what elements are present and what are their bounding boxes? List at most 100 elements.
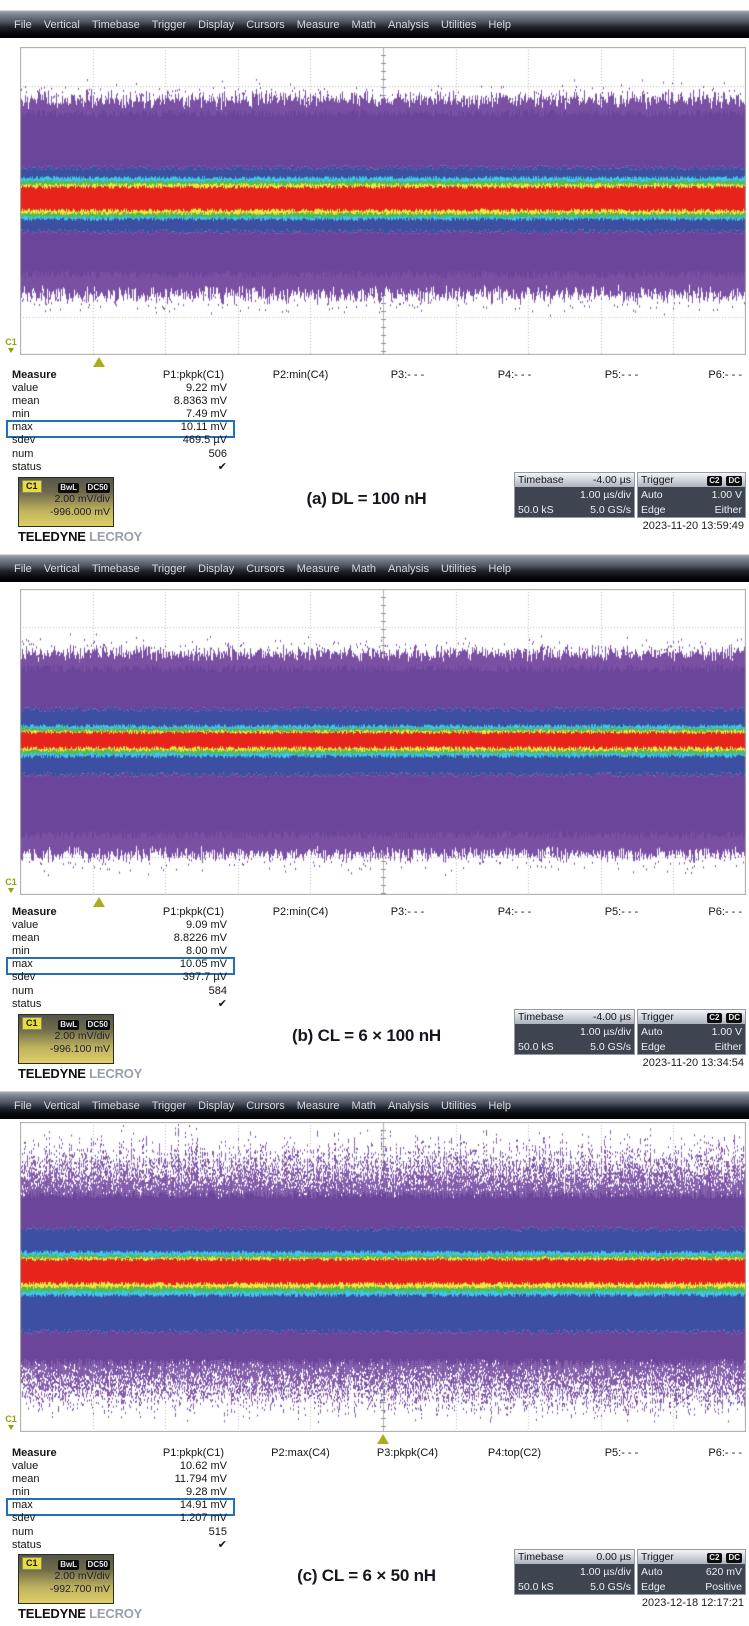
measure-value (675, 1512, 749, 1525)
down-arrow-icon (8, 1425, 14, 1430)
caption: (a) DL = 100 nH (306, 489, 427, 508)
measure-value (568, 395, 675, 408)
measure-row-sdev: sdev 397.7 µV (0, 971, 749, 984)
menu-item-math[interactable]: Math (351, 562, 376, 575)
brand-teledyne: TELEDYNE (18, 1606, 86, 1621)
channel-offset: -992.700 mV (49, 1583, 110, 1595)
measure-value (675, 1460, 749, 1473)
measure-value: 1.207 mV (179, 1512, 227, 1525)
measure-value (461, 1512, 568, 1525)
menu-item-display[interactable]: Display (198, 18, 235, 31)
menu-item-utilities[interactable]: Utilities (440, 1099, 477, 1112)
trigger-source-badge: C2 (707, 1013, 722, 1023)
coupling-badge: DC50 (85, 483, 110, 493)
menu-item-help[interactable]: Help (488, 18, 512, 31)
menu-item-file[interactable]: File (14, 562, 32, 575)
menu-item-trigger[interactable]: Trigger (151, 1099, 187, 1112)
timebase-box[interactable]: Timebase -4.00 µs 1.00 µs/div 50.0 kS 5.… (514, 472, 635, 518)
trigger-delay-marker (377, 1434, 389, 1444)
timebase-delay: -4.00 µs (592, 1011, 631, 1023)
menu-item-measure[interactable]: Measure (296, 18, 340, 31)
menu-item-analysis[interactable]: Analysis (388, 18, 429, 31)
measure-value (247, 1486, 354, 1499)
trigger-box[interactable]: Trigger C2 DC Auto 1.00 V Edge Either (637, 472, 746, 518)
measure-col-header: P3:- - - (390, 906, 425, 918)
menu-item-vertical[interactable]: Vertical (43, 1099, 80, 1112)
menu-item-trigger[interactable]: Trigger (151, 18, 187, 31)
menu-item-file[interactable]: File (14, 18, 32, 31)
menu-item-display[interactable]: Display (198, 1099, 235, 1112)
trigger-kind: Edge (641, 1040, 666, 1053)
measure-row-label: max (12, 421, 33, 434)
timebase-box[interactable]: Timebase 0.00 µs 1.00 µs/div 50.0 kS 5.0… (514, 1549, 635, 1595)
measure-value (675, 971, 749, 984)
measure-col-header: P1:pkpk(C1) (162, 906, 225, 918)
menu-item-display[interactable]: Display (198, 562, 235, 575)
measure-value: 8.8226 mV (173, 932, 227, 945)
measure-row-label: sdev (12, 971, 36, 984)
menu-item-trigger[interactable]: Trigger (151, 562, 187, 575)
measure-value (247, 945, 354, 958)
measure-row-max: max 10.05 mV (0, 957, 749, 976)
menu-item-utilities[interactable]: Utilities (440, 18, 477, 31)
menu-item-math[interactable]: Math (351, 18, 376, 31)
menu-item-analysis[interactable]: Analysis (388, 1099, 429, 1112)
channel-descriptor[interactable]: C1 BwL DC50 2.00 mV/div -992.700 mV (18, 1554, 114, 1604)
timebase-title: Timebase (518, 1551, 564, 1563)
measure-value: 506 (208, 447, 227, 460)
measure-value (568, 1499, 675, 1512)
caption: (b) CL = 6 × 100 nH (292, 1026, 441, 1045)
measure-value (354, 1526, 461, 1539)
menu-item-cursors[interactable]: Cursors (246, 1099, 285, 1112)
measure-value: 8.00 mV (186, 945, 227, 958)
measure-value (247, 448, 354, 461)
measure-value (354, 434, 461, 447)
menu-item-cursors[interactable]: Cursors (246, 562, 285, 575)
menu-item-analysis[interactable]: Analysis (388, 562, 429, 575)
measure-row-label: mean (12, 395, 40, 408)
menu-item-math[interactable]: Math (351, 1099, 376, 1112)
menu-item-timebase[interactable]: Timebase (91, 18, 140, 31)
measure-value (568, 1473, 675, 1486)
timestamp: 2023-11-20 13:34:54 (642, 1057, 744, 1069)
trigger-source-badge: C2 (707, 476, 722, 486)
measure-value (568, 382, 675, 395)
measure-value (675, 919, 749, 932)
measure-value (675, 1486, 749, 1499)
menu-item-cursors[interactable]: Cursors (246, 18, 285, 31)
trigger-box[interactable]: Trigger C2 DC Auto 620 mV Edge Positive (637, 1549, 746, 1595)
menu-item-vertical[interactable]: Vertical (43, 562, 80, 575)
channel-descriptor-header: C1 BwL DC50 (22, 1016, 110, 1030)
menu-item-vertical[interactable]: Vertical (43, 18, 80, 31)
trigger-level: 1.00 V (711, 1025, 742, 1038)
measure-row-mean: mean 11.794 mV (0, 1473, 749, 1486)
menu-item-measure[interactable]: Measure (296, 562, 340, 575)
channel-descriptor[interactable]: C1 BwL DC50 2.00 mV/div -996.100 mV (18, 1014, 114, 1064)
timebase-header: Timebase -4.00 µs (515, 473, 634, 487)
menu-item-measure[interactable]: Measure (296, 1099, 340, 1112)
brand-lecroy: LECROY (89, 1066, 143, 1081)
measure-value (675, 421, 749, 434)
menu-item-timebase[interactable]: Timebase (91, 562, 140, 575)
brand-logo: TELEDYNE LECROY (18, 529, 142, 544)
measure-value (568, 408, 675, 421)
measure-title: Measure (12, 369, 57, 381)
measure-value (354, 395, 461, 408)
measure-row-label: num (12, 984, 34, 997)
menu-item-file[interactable]: File (14, 1099, 32, 1112)
measure-row-label: value (12, 919, 39, 932)
trigger-coupling-badge: DC (726, 1013, 742, 1023)
menu-item-timebase[interactable]: Timebase (91, 1099, 140, 1112)
timebase-box[interactable]: Timebase -4.00 µs 1.00 µs/div 50.0 kS 5.… (514, 1009, 635, 1055)
menu-item-help[interactable]: Help (488, 1099, 512, 1112)
channel-descriptor[interactable]: C1 BwL DC50 2.00 mV/div -996.000 mV (18, 477, 114, 527)
menu-item-help[interactable]: Help (488, 562, 512, 575)
trigger-box[interactable]: Trigger C2 DC Auto 1.00 V Edge Either (637, 1009, 746, 1055)
waveform-display (20, 47, 746, 355)
measure-value (461, 971, 568, 984)
measure-value (461, 1499, 568, 1512)
measure-row-max: max 10.11 mV (0, 420, 749, 439)
trigger-slope: Either (714, 1040, 742, 1053)
menu-item-utilities[interactable]: Utilities (440, 562, 477, 575)
timebase-rate: 5.0 GS/s (590, 1040, 631, 1053)
